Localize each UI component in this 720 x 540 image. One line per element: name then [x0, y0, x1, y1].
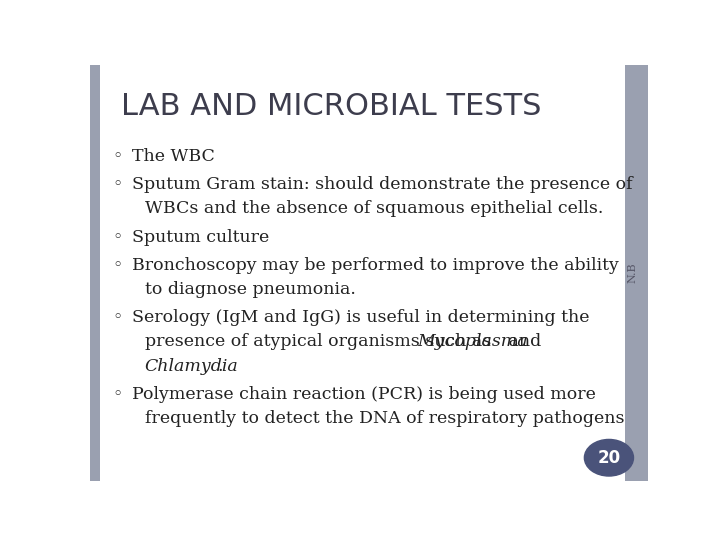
Text: ◦: ◦ [112, 228, 122, 246]
Text: N.B: N.B [627, 262, 637, 283]
Text: presence of atypical organisms such as: presence of atypical organisms such as [145, 333, 496, 350]
Text: The WBC: The WBC [132, 148, 215, 165]
Text: Chlamydia: Chlamydia [145, 357, 238, 375]
Bar [90, 65, 100, 481]
Text: LAB AND MICROBIAL TESTS: LAB AND MICROBIAL TESTS [121, 92, 541, 121]
Text: Sputum culture: Sputum culture [132, 228, 269, 246]
Text: Serology (IgM and IgG) is useful in determining the: Serology (IgM and IgG) is useful in dete… [132, 309, 590, 326]
Text: and: and [503, 333, 541, 350]
Circle shape [585, 440, 634, 476]
Text: Bronchoscopy may be performed to improve the ability: Bronchoscopy may be performed to improve… [132, 257, 618, 274]
Text: 20: 20 [598, 449, 621, 467]
Text: to diagnose pneumonia.: to diagnose pneumonia. [145, 281, 356, 298]
Text: ◦: ◦ [112, 309, 122, 326]
Text: frequently to detect the DNA of respiratory pathogens: frequently to detect the DNA of respirat… [145, 410, 624, 427]
Text: Sputum Gram stain: should demonstrate the presence of: Sputum Gram stain: should demonstrate th… [132, 176, 632, 193]
Text: ◦: ◦ [112, 386, 122, 403]
Text: ◦: ◦ [112, 176, 122, 193]
Bar [624, 65, 648, 481]
Text: Polymerase chain reaction (PCR) is being used more: Polymerase chain reaction (PCR) is being… [132, 386, 595, 403]
Text: WBCs and the absence of squamous epithelial cells.: WBCs and the absence of squamous epithel… [145, 200, 603, 218]
Text: Mycoplasma: Mycoplasma [418, 333, 528, 350]
Text: ◦: ◦ [112, 148, 122, 165]
Text: .: . [217, 357, 223, 375]
Text: ◦: ◦ [112, 257, 122, 274]
